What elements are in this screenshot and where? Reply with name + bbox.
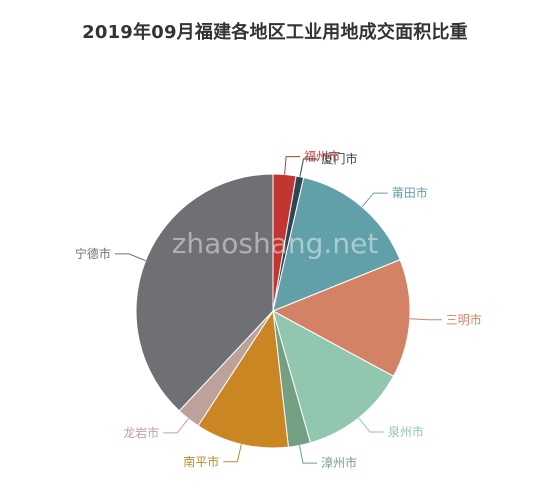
slice-label-7: 龙岩市	[123, 425, 159, 440]
slice-label-6: 南平市	[183, 454, 219, 469]
label-line-7	[163, 418, 189, 434]
chart-title: 2019年09月福建各地区工业用地成交面积比重	[82, 22, 468, 43]
pie-slices	[135, 173, 411, 449]
label-line-1	[299, 158, 318, 177]
label-line-3	[409, 318, 442, 321]
slice-label-5: 漳州市	[321, 455, 357, 470]
label-line-0	[284, 156, 301, 175]
watermark-text: zhaoshang.net	[172, 227, 379, 260]
slice-label-2: 莆田市	[392, 185, 428, 200]
slice-label-8: 宁德市	[75, 246, 111, 261]
pie-slice-4[interactable]	[272, 309, 395, 444]
slice-label-3: 三明市	[446, 312, 482, 327]
label-line-5	[299, 445, 317, 464]
slice-label-4: 泉州市	[388, 424, 424, 439]
slice-label-0: 福州市	[304, 149, 340, 164]
label-line-2	[361, 192, 388, 208]
label-line-6	[223, 444, 242, 463]
label-line-8	[114, 253, 146, 262]
label-line-4	[358, 417, 384, 433]
slice-label-1: 厦门市	[322, 151, 358, 166]
pie-slice-3[interactable]	[271, 259, 411, 377]
pie-slice-8[interactable]	[135, 173, 274, 412]
pie-slice-2[interactable]	[272, 176, 401, 312]
